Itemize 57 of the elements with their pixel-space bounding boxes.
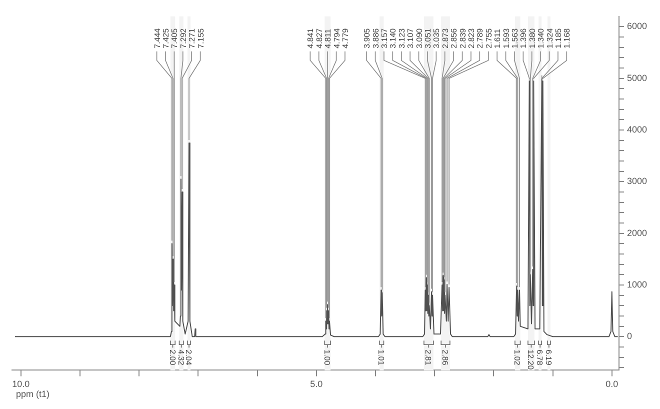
annotation: 4.794 — [332, 28, 342, 48]
annotation: 1.340 — [536, 28, 546, 48]
band-label: 6.19 — [544, 350, 553, 366]
annotation: 1.185 — [554, 28, 563, 48]
band-label: 6.78 — [535, 350, 544, 366]
y-tick-label: 0 — [626, 331, 632, 342]
band-label: 4.32 — [176, 350, 186, 366]
band-label: 1.00 — [322, 350, 332, 366]
annotation: 1.593 — [502, 28, 511, 48]
annotation: 4.827 — [314, 28, 324, 48]
annotation: 1.396 — [519, 28, 528, 48]
annotation: 3.090 — [414, 28, 424, 48]
y-tick-label: 5000 — [626, 72, 648, 83]
band-label: 2.86 — [440, 350, 450, 366]
y-tick-label: 2000 — [626, 228, 648, 238]
x-tick-label: 5.0 — [310, 379, 323, 390]
band-label: 2.00 — [168, 350, 177, 366]
annotation: 7.405 — [170, 28, 180, 48]
band-label: 2.81 — [424, 350, 433, 366]
annotation: 2.873 — [440, 28, 450, 48]
band-label: 1.01 — [376, 350, 386, 366]
annotation: 2.823 — [466, 28, 476, 48]
annotation: 1.168 — [562, 28, 572, 48]
annotation: 3.107 — [406, 28, 416, 48]
annotation: 7.292 — [178, 28, 188, 48]
annotation: 7.444 — [152, 28, 162, 48]
y-tick-label: 3000 — [626, 176, 648, 186]
annotation: 7.425 — [162, 28, 170, 48]
annotation: 7.271 — [188, 28, 197, 48]
y-tick-label: 6000 — [626, 21, 648, 32]
annotation: 3.035 — [432, 28, 442, 48]
x-tick-label: 0.0 — [606, 379, 618, 390]
annotation: 1.324 — [545, 28, 554, 48]
x-axis-title: ppm (t1) — [16, 388, 50, 399]
band-label: 1.02 — [512, 350, 522, 366]
band-label: 2.04 — [184, 350, 194, 366]
annotation: 7.155 — [196, 28, 206, 48]
annotation: 3.905 — [362, 28, 372, 48]
x-tick-label: 10.0 — [12, 379, 30, 390]
annotation: 2.856 — [450, 28, 459, 48]
y-tick-label: 1000 — [626, 279, 648, 290]
annotation: 3.123 — [397, 28, 406, 48]
annotation: 3.886 — [371, 28, 380, 48]
annotation: 4.841 — [306, 28, 316, 48]
band-label: 12.20 — [526, 350, 536, 370]
annotation: 3.140 — [388, 28, 398, 48]
annotation: 4.779 — [340, 28, 350, 48]
annotation: 2.789 — [476, 28, 485, 48]
annotation: 3.157 — [380, 28, 389, 48]
annotation: 2.839 — [458, 28, 468, 48]
annotation: 1.563 — [510, 28, 520, 48]
annotation: 2.755 — [484, 28, 494, 48]
annotation: 1.380 — [528, 28, 537, 48]
annotation: 1.611 — [493, 28, 502, 48]
annotation: 3.051 — [423, 28, 432, 48]
annotation: 4.811 — [324, 28, 333, 48]
y-tick-label: 4000 — [626, 124, 648, 135]
